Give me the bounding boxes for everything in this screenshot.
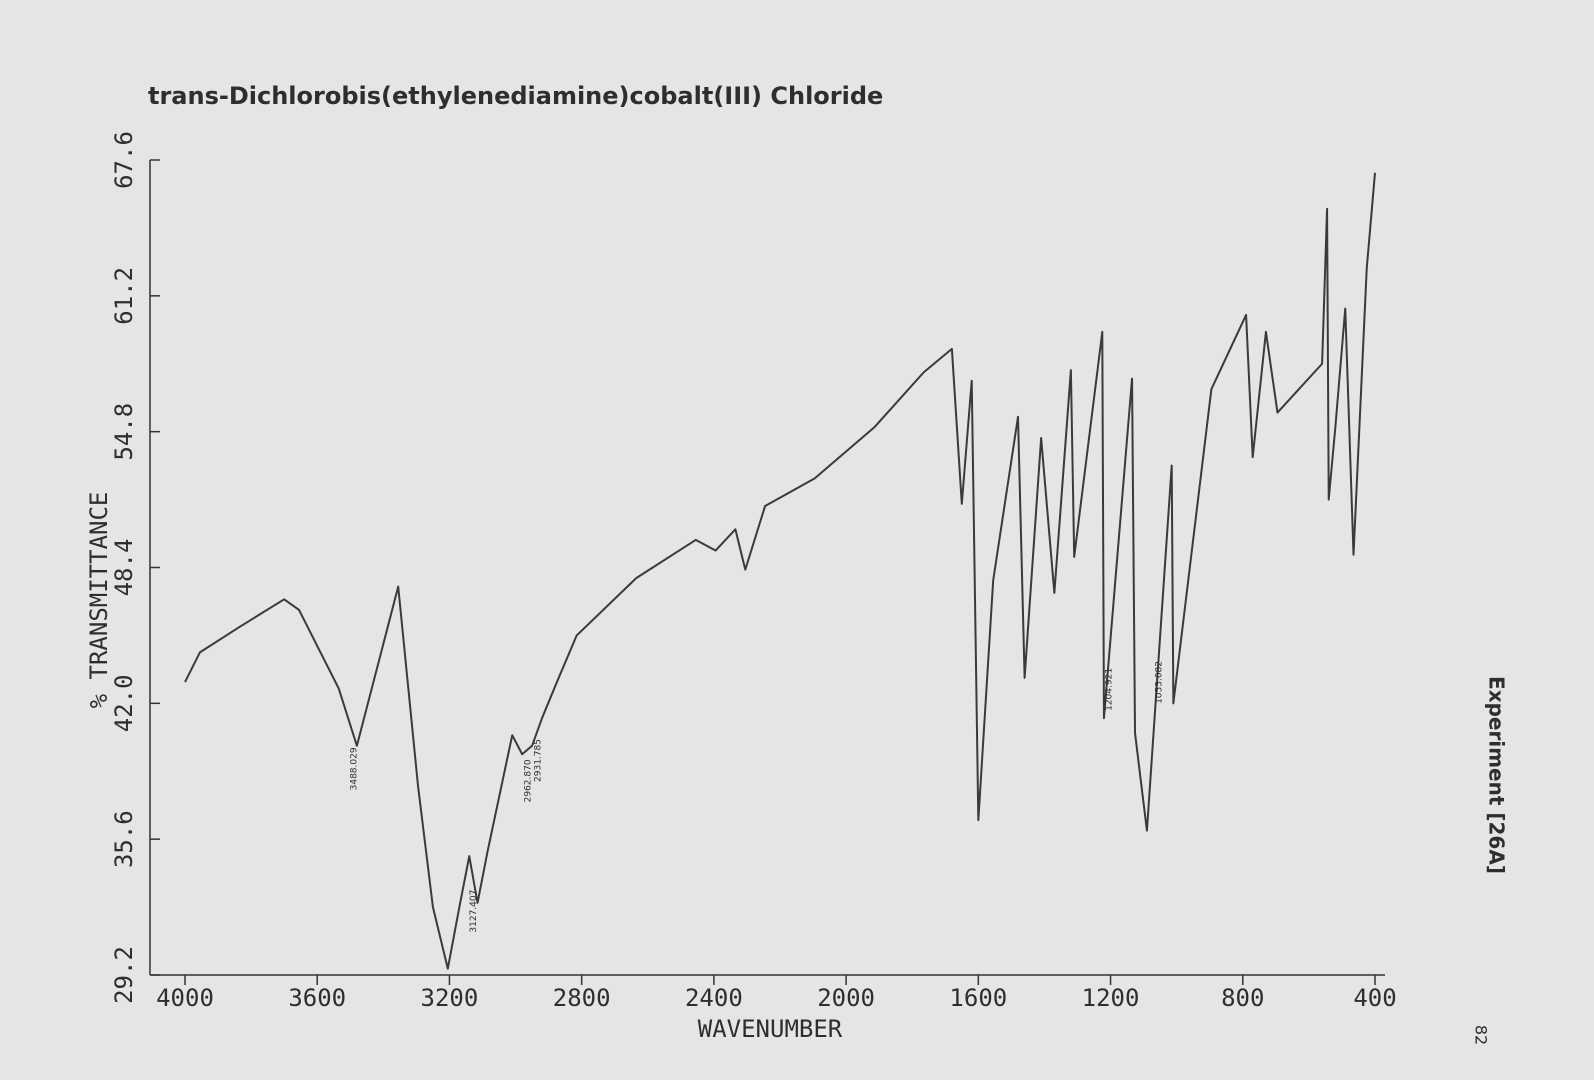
peak-label: 3127.407 <box>469 890 479 933</box>
x-tick-label: 4000 <box>156 984 214 1012</box>
x-tick-label: 1600 <box>949 984 1007 1012</box>
x-tick-label: 2800 <box>553 984 611 1012</box>
y-tick-label: 29.2 <box>110 946 138 1004</box>
peak-label: 1053.082 <box>1155 661 1165 704</box>
y-tick-label: 67.6 <box>110 131 138 189</box>
chart-title: trans-Dichlorobis(ethylenediamine)cobalt… <box>148 82 883 110</box>
x-tick-label: 3600 <box>288 984 346 1012</box>
y-tick-label: 61.2 <box>110 267 138 325</box>
peak-label: 2962.870 <box>523 759 533 802</box>
page-number: 82 <box>1472 1025 1491 1045</box>
spectrum-line <box>184 172 1376 970</box>
x-tick-label: 1200 <box>1082 984 1140 1012</box>
x-tick-label: 2000 <box>817 984 875 1012</box>
peak-label: 3488.029 <box>350 747 360 790</box>
x-tick-label: 2400 <box>685 984 743 1012</box>
y-tick-label: 42.0 <box>110 674 138 732</box>
y-tick-label: 54.8 <box>110 403 138 461</box>
x-tick-label: 800 <box>1221 984 1264 1012</box>
side-note: Experiment [26A] <box>1485 676 1509 874</box>
y-axis-label: % TRANSMITTANCE <box>85 492 113 709</box>
y-tick-label: 48.4 <box>110 539 138 597</box>
peak-label: 2931.785 <box>534 739 544 782</box>
peak-label: 1204.921 <box>1104 668 1114 711</box>
x-axis-label: WAVENUMBER <box>698 1015 843 1043</box>
x-tick-label: 3200 <box>421 984 479 1012</box>
y-tick-label: 35.6 <box>110 810 138 868</box>
x-tick-label: 400 <box>1353 984 1396 1012</box>
